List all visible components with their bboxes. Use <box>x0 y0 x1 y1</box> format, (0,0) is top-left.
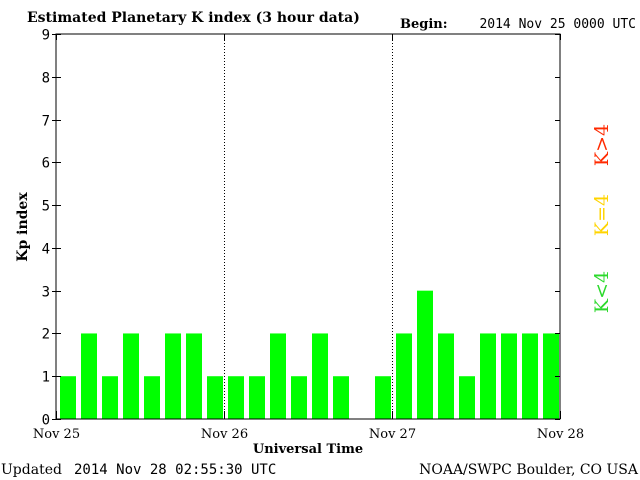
kp-bar <box>522 333 538 419</box>
begin-value: 2014 Nov 25 0000 UTC <box>479 17 636 32</box>
y-ticks: 0 1 2 3 4 5 6 7 8 9 <box>42 28 560 429</box>
y-tick-label: 2 <box>42 327 50 343</box>
x-axis-label: Universal Time <box>253 442 363 457</box>
kp-bar <box>396 333 412 419</box>
kp-bar <box>375 376 391 419</box>
kp-bar <box>543 333 559 419</box>
legend-item: K>4 <box>591 124 613 166</box>
x-tick-label: Nov 25 <box>33 427 80 442</box>
y-tick-label: 5 <box>42 199 50 215</box>
x-ticks: Nov 25 Nov 26 Nov 27 Nov 28 <box>33 34 584 442</box>
y-tick-label: 6 <box>42 156 50 172</box>
y-axis-label: Kp index <box>15 192 31 262</box>
legend: K>4 K=4 K<4 <box>591 124 613 313</box>
kp-bar <box>207 376 223 419</box>
kp-bar <box>291 376 307 419</box>
y-tick-label: 1 <box>42 370 50 386</box>
kp-bar <box>501 333 517 419</box>
x-tick-label: Nov 28 <box>537 427 584 442</box>
x-tick-label: Nov 27 <box>369 427 416 442</box>
kp-bar <box>144 376 160 419</box>
source-label: NOAA/SWPC Boulder, CO USA <box>419 462 639 478</box>
kp-bar <box>459 376 475 419</box>
begin-label: Begin: <box>400 17 448 32</box>
kp-bar <box>333 376 349 419</box>
x-tick-label: Nov 26 <box>201 427 248 442</box>
y-tick-label: 9 <box>42 28 50 44</box>
grid-lines <box>224 34 393 419</box>
bars <box>60 290 559 419</box>
updated-value: 2014 Nov 28 02:55:30 UTC <box>74 462 276 478</box>
kp-bar <box>228 376 244 419</box>
kp-bar <box>270 333 286 419</box>
kp-bar <box>123 333 139 419</box>
updated-label: Updated <box>1 462 62 478</box>
y-tick-label: 0 <box>42 413 50 429</box>
legend-item: K=4 <box>591 194 613 236</box>
kp-bar <box>312 333 328 419</box>
kp-bar <box>480 333 496 419</box>
chart-title: Estimated Planetary K index (3 hour data… <box>27 10 360 26</box>
y-tick-label: 8 <box>42 71 50 87</box>
kp-bar <box>165 333 181 419</box>
legend-item: K<4 <box>591 271 613 313</box>
kp-bar <box>81 333 97 419</box>
y-tick-label: 4 <box>42 242 50 258</box>
kp-bar <box>102 376 118 419</box>
kp-bar <box>249 376 265 419</box>
plot-area: 0 1 2 3 4 5 6 7 8 9 Nov 25 Nov 26 Nov 27 Nov 28 <box>33 28 584 443</box>
plot-frame <box>55 33 561 420</box>
kp-bar <box>60 376 76 419</box>
kp-bar <box>438 333 454 419</box>
y-tick-label: 3 <box>42 285 50 301</box>
kp-bar <box>186 333 202 419</box>
y-tick-label: 7 <box>42 114 50 130</box>
kp-bar <box>417 290 433 419</box>
